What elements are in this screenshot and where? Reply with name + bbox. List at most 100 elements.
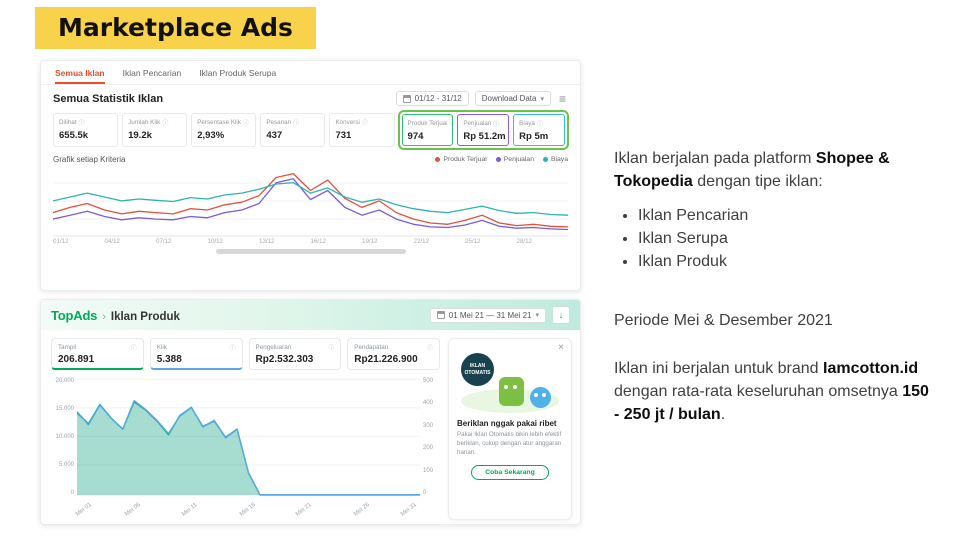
legend-label: Penjualan bbox=[503, 156, 534, 163]
y-tick: 400 bbox=[423, 400, 434, 407]
x-tick: 01/12 bbox=[53, 238, 69, 245]
info-icon: ⓘ bbox=[536, 122, 543, 128]
stat-pesanan[interactable]: Pesanan ⓘ 437 bbox=[260, 113, 326, 147]
calendar-icon bbox=[436, 311, 445, 319]
notes-paragraph-2: Iklan ini berjalan untuk brand Iamcotton… bbox=[614, 357, 938, 426]
x-tick: 13/12 bbox=[259, 238, 275, 245]
shopee-head-controls: 01/12 - 31/12 Download Data ▾ ≡ bbox=[395, 91, 568, 106]
x-tick: Mei 21 bbox=[295, 501, 314, 518]
stat-value: 206.891 bbox=[58, 354, 95, 365]
stat-persentase-klik[interactable]: Persentase Klik ⓘ 2,93% bbox=[191, 113, 257, 147]
page-title: Marketplace Ads bbox=[35, 7, 316, 49]
stat-dilihat[interactable]: Dilihat ⓘ 655.5k bbox=[53, 113, 119, 147]
stat-value: Rp 5m bbox=[519, 131, 549, 142]
stat-biaya[interactable]: Biaya ⓘ Rp 5m bbox=[513, 114, 565, 146]
iklan-otomatis-promo-card: × IKLAN OTOMATIS Beriklan nggak pakai ri… bbox=[448, 338, 572, 520]
topads-page-title: Iklan Produk bbox=[110, 310, 180, 323]
notes-paragraph-1: Iklan berjalan pada platform Shopee & To… bbox=[614, 147, 938, 193]
iklan-otomatis-badge: IKLAN OTOMATIS bbox=[461, 353, 494, 386]
y-tick: 200 bbox=[423, 445, 434, 452]
shopee-criteria-chart bbox=[53, 165, 568, 237]
topads-dashboard: TopAds › Iklan Produk 01 Mei 21 — 31 Mei… bbox=[40, 299, 581, 525]
topads-header: TopAds › Iklan Produk 01 Mei 21 — 31 Mei… bbox=[41, 300, 580, 330]
breadcrumb-separator: › bbox=[102, 310, 106, 323]
info-icon: ⓘ bbox=[293, 121, 300, 127]
x-tick: 04/12 bbox=[104, 238, 120, 245]
shopee-section-head: Semua Statistik Iklan 01/12 - 31/12 Down… bbox=[41, 85, 580, 110]
info-icon: ⓘ bbox=[493, 122, 500, 128]
download-data-button[interactable]: Download Data ▾ bbox=[474, 91, 551, 106]
stat-label: Jumlah Klik bbox=[128, 119, 161, 126]
section-title: Semua Statistik Iklan bbox=[53, 92, 164, 105]
stat-tampil[interactable]: Tampil ⓘ 206.891 bbox=[51, 338, 144, 370]
text: dengan tipe iklan: bbox=[692, 173, 823, 191]
stat-value: 655.5k bbox=[59, 130, 89, 141]
stat-produk-terjual[interactable]: Produk Terjualⓘ 974 bbox=[401, 114, 454, 146]
y-axis-left-labels: 20.000 15.000 10.000 5.000 0 bbox=[51, 378, 77, 520]
x-axis-labels: Mei 01 Mei 06 Mei 11 Mei 16 Mei 21 Mei 2… bbox=[75, 498, 420, 520]
x-tick: 28/12 bbox=[516, 238, 532, 245]
info-icon: ⓘ bbox=[162, 121, 169, 127]
text: . bbox=[720, 406, 726, 424]
stat-value: 19.2k bbox=[128, 130, 152, 141]
notes: Iklan berjalan pada platform Shopee & To… bbox=[614, 147, 938, 426]
list-item: Iklan Produk bbox=[638, 250, 938, 273]
stat-label: Klik bbox=[156, 344, 167, 351]
x-tick: Mei 26 bbox=[352, 501, 371, 518]
download-data-label: Download Data bbox=[481, 94, 537, 103]
date-range-picker[interactable]: 01 Mei 21 — 31 Mei 21 ▾ bbox=[429, 307, 546, 323]
x-tick: 16/12 bbox=[310, 238, 326, 245]
download-icon[interactable]: ↓ bbox=[552, 306, 570, 324]
promo-heading: Beriklan nggak pakai ribet bbox=[457, 419, 557, 428]
stat-label: Dilihat bbox=[59, 119, 77, 126]
info-icon: ⓘ bbox=[78, 121, 85, 127]
topads-performance-chart: 20.000 15.000 10.000 5.000 0 bbox=[51, 378, 440, 520]
y-tick: 10.000 bbox=[55, 434, 74, 440]
legend-produk-terjual: Produk Terjual bbox=[435, 156, 487, 163]
stat-value: 731 bbox=[335, 130, 352, 141]
tab-iklan-produk-serupa[interactable]: Iklan Produk Serupa bbox=[199, 67, 277, 78]
stat-pendapatan[interactable]: Pendapatan ⓘ Rp21.226.900 bbox=[347, 338, 440, 370]
stat-penjualan[interactable]: Penjualan ⓘ Rp 51.2m bbox=[457, 114, 510, 146]
legend-dot bbox=[435, 157, 441, 162]
y-tick: 20.000 bbox=[55, 378, 74, 384]
info-icon: ⓘ bbox=[229, 346, 236, 352]
chevron-down-icon: ▾ bbox=[535, 312, 539, 319]
line-chart bbox=[53, 172, 568, 237]
y-axis-right-labels: 500 400 300 200 100 0 bbox=[420, 378, 440, 520]
notes-periode: Periode Mei & Desember 2021 bbox=[614, 312, 833, 330]
chart-scrollbar[interactable] bbox=[215, 249, 406, 254]
x-tick: Mei 01 bbox=[75, 501, 93, 518]
stat-value: 5.388 bbox=[156, 354, 182, 365]
mascot-green bbox=[499, 377, 524, 406]
stat-value: Rp2.532.303 bbox=[255, 354, 314, 365]
coba-sekarang-button[interactable]: Coba Sekarang bbox=[471, 464, 549, 480]
date-range-picker[interactable]: 01/12 - 31/12 bbox=[395, 91, 469, 106]
mascot-blue bbox=[530, 387, 551, 408]
topads-chart-section: Tampil ⓘ 206.891 Klik ⓘ 5.388 Pengeluaran ⓘ… bbox=[51, 338, 440, 520]
info-icon: ⓘ bbox=[328, 346, 335, 352]
legend-label: Produk Terjual bbox=[443, 156, 487, 163]
stat-jumlah-klik[interactable]: Jumlah Klik ⓘ 19.2k bbox=[122, 113, 188, 147]
shopee-tabs: Semua Iklan Iklan Pencarian Iklan Produk… bbox=[41, 61, 580, 85]
tab-iklan-pencarian[interactable]: Iklan Pencarian bbox=[122, 67, 182, 78]
chart-gridlines bbox=[53, 182, 568, 237]
close-icon[interactable]: × bbox=[558, 342, 564, 353]
menu-icon[interactable]: ≡ bbox=[558, 91, 566, 106]
stat-value: Rp 51.2m bbox=[463, 131, 506, 142]
shopee-chart-head: Grafik setiap Kriteria Produk Terjual Pe… bbox=[41, 153, 580, 165]
chart-title: Grafik setiap Kriteria bbox=[53, 155, 126, 164]
stat-pengeluaran[interactable]: Pengeluaran ⓘ Rp2.532.303 bbox=[248, 338, 342, 370]
topads-logo: TopAds bbox=[51, 307, 98, 323]
chart-legend: Produk Terjual Penjualan Biaya bbox=[435, 156, 568, 163]
legend-penjualan: Penjualan bbox=[495, 156, 534, 163]
tab-semua-iklan[interactable]: Semua Iklan bbox=[55, 61, 105, 84]
stat-klik[interactable]: Klik ⓘ 5.388 bbox=[149, 338, 243, 370]
stat-konversi[interactable]: Konversi ⓘ 731 bbox=[329, 113, 395, 147]
text-bold: 150 - 250 jt / bulan bbox=[614, 383, 929, 424]
stat-value: 437 bbox=[266, 130, 283, 141]
info-icon: ⓘ bbox=[426, 346, 433, 352]
list-item: Iklan Pencarian bbox=[638, 204, 938, 227]
shopee-ads-dashboard: Semua Iklan Iklan Pencarian Iklan Produk… bbox=[40, 60, 581, 291]
stat-label: Penjualan bbox=[463, 120, 492, 127]
